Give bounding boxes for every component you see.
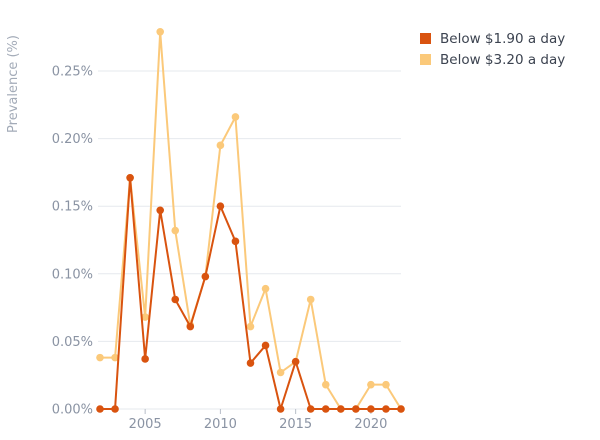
data-point-below-1-90-a-day[interactable] xyxy=(276,405,285,413)
data-point-below-1-90-a-day[interactable] xyxy=(291,357,300,366)
data-point-below-1-90-a-day[interactable] xyxy=(261,341,270,350)
series-layer xyxy=(96,27,405,413)
data-point-below-1-90-a-day[interactable] xyxy=(246,359,255,367)
legend-item-below-1-90[interactable]: Below $1.90 a day xyxy=(420,30,565,47)
data-point-below-3-20-a-day[interactable] xyxy=(171,226,180,235)
data-point-below-1-90-a-day[interactable] xyxy=(352,405,360,413)
data-point-below-1-90-a-day[interactable] xyxy=(337,405,345,413)
data-point-below-3-20-a-day[interactable] xyxy=(246,322,255,331)
data-point-below-3-20-a-day[interactable] xyxy=(141,313,149,321)
y-tick-labels: 0.00% 0.05% 0.10% 0.15% 0.20% 0.25% xyxy=(52,65,93,418)
data-point-below-1-90-a-day[interactable] xyxy=(216,202,225,210)
legend-item-below-3-20[interactable]: Below $3.20 a day xyxy=(420,51,565,68)
x-tick-label: 2020 xyxy=(354,417,387,432)
y-tick-label: 0.20% xyxy=(52,132,93,147)
data-point-below-3-20-a-day[interactable] xyxy=(231,113,240,121)
y-tick-label: 0.25% xyxy=(52,65,93,80)
data-point-below-1-90-a-day[interactable] xyxy=(126,174,134,182)
legend-swatch-below-3-20 xyxy=(420,54,431,65)
data-point-below-1-90-a-day[interactable] xyxy=(171,295,180,304)
data-point-below-1-90-a-day[interactable] xyxy=(186,322,195,331)
legend: Below $1.90 a day Below $3.20 a day xyxy=(420,30,565,72)
data-point-below-1-90-a-day[interactable] xyxy=(231,237,240,246)
data-point-below-3-20-a-day[interactable] xyxy=(382,380,390,389)
data-point-below-1-90-a-day[interactable] xyxy=(397,405,405,413)
legend-label-below-3-20: Below $3.20 a day xyxy=(440,51,566,68)
data-point-below-3-20-a-day[interactable] xyxy=(306,295,315,304)
data-point-below-1-90-a-day[interactable] xyxy=(382,405,390,413)
data-point-below-3-20-a-day[interactable] xyxy=(261,284,270,293)
x-tick-label: 2015 xyxy=(279,417,312,432)
series-line-below-1-90-a-day xyxy=(100,176,401,410)
legend-swatch-below-1-90 xyxy=(420,33,431,44)
y-tick-label: 0.15% xyxy=(52,200,93,215)
data-point-below-3-20-a-day[interactable] xyxy=(156,27,164,36)
data-point-below-1-90-a-day[interactable] xyxy=(96,405,104,413)
data-point-below-3-20-a-day[interactable] xyxy=(276,368,285,377)
data-point-below-3-20-a-day[interactable] xyxy=(111,353,119,362)
y-tick-label: 0.10% xyxy=(52,267,93,282)
x-tick-label: 2005 xyxy=(129,417,162,432)
y-tick-label: 0.00% xyxy=(52,403,93,418)
data-point-below-1-90-a-day[interactable] xyxy=(201,272,210,281)
data-point-below-3-20-a-day[interactable] xyxy=(96,353,104,362)
data-point-below-3-20-a-day[interactable] xyxy=(321,380,330,389)
data-point-below-1-90-a-day[interactable] xyxy=(367,405,375,413)
y-axis-label: Prevalence (%) xyxy=(6,35,21,133)
x-tick-label: 2010 xyxy=(204,417,237,432)
legend-label-below-1-90: Below $1.90 a day xyxy=(440,30,566,47)
data-point-below-1-90-a-day[interactable] xyxy=(321,405,330,413)
data-point-below-1-90-a-day[interactable] xyxy=(306,405,315,413)
data-point-below-3-20-a-day[interactable] xyxy=(216,141,225,150)
data-point-below-1-90-a-day[interactable] xyxy=(156,206,164,215)
x-tick-labels: 2005 2010 2015 2020 xyxy=(129,409,387,432)
data-point-below-1-90-a-day[interactable] xyxy=(111,405,119,413)
y-tick-label: 0.05% xyxy=(52,335,93,350)
data-point-below-3-20-a-day[interactable] xyxy=(367,380,375,389)
data-point-below-1-90-a-day[interactable] xyxy=(141,355,149,363)
